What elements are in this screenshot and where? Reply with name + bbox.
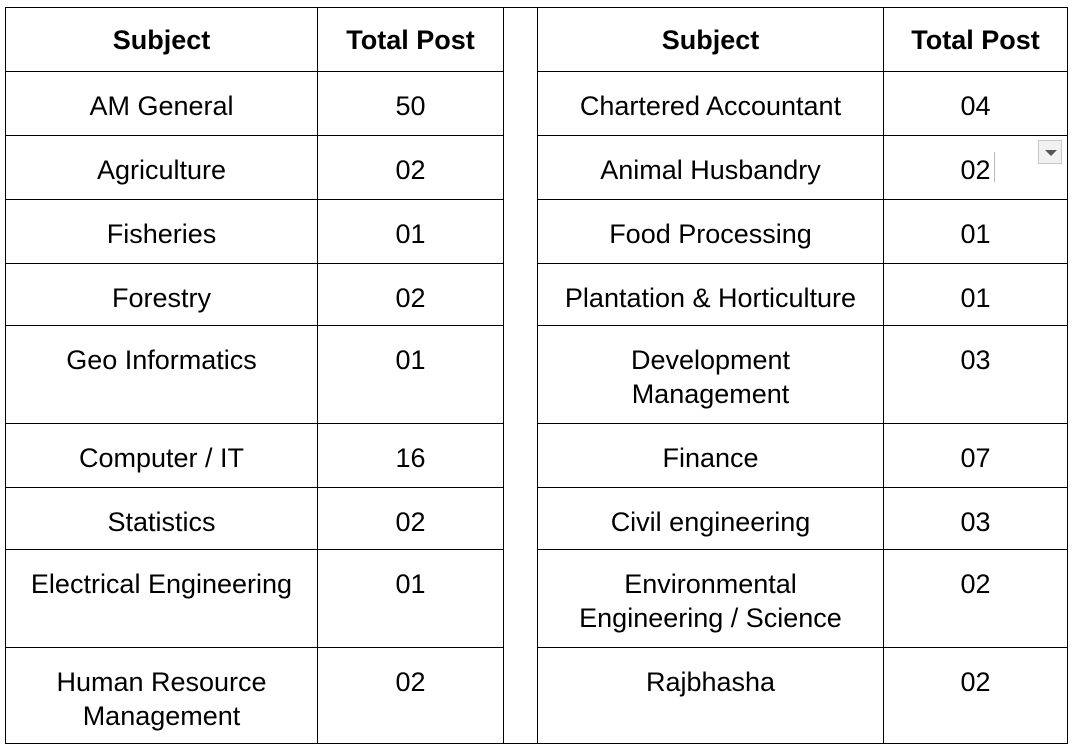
header-subject-left: Subject [5,7,318,72]
total-cell[interactable]: 01 [317,199,504,264]
post-table: Subject Total Post Subject Total Post AM… [5,7,1068,744]
subject-text: Computer / IT [78,443,245,473]
subject-text: Rajbhasha [645,667,776,697]
subject-text: Animal Husbandry [600,155,821,185]
total-text: 16 [395,443,426,473]
subject-cell[interactable]: Computer / IT [5,423,318,488]
total-cell[interactable]: 02 [317,647,504,744]
table-row: Fisheries 01 Food Processing 01 [5,199,1068,264]
subject-text: Civil engineering [610,507,811,537]
total-text: 02 [395,507,426,537]
subject-cell[interactable]: Plantation & Horticulture [537,263,884,326]
total-cell[interactable]: 03 [883,325,1068,424]
subject-text: Statistics [107,507,216,537]
subject-text: Development Management [630,345,791,409]
subject-cell[interactable]: Finance [537,423,884,488]
subject-text: Human Resource Management [56,667,267,731]
subject-text: Chartered Accountant [579,91,842,121]
subject-text: Finance [662,443,759,473]
subject-cell[interactable]: Animal Husbandry [537,135,884,200]
total-text: 01 [960,283,991,313]
subject-cell[interactable]: Human Resource Management [5,647,318,744]
total-cell[interactable]: 50 [317,71,504,136]
subject-cell[interactable]: Rajbhasha [537,647,884,744]
total-text: 02 [960,569,991,599]
total-text: 01 [960,219,991,249]
subject-text: AM General [89,91,234,121]
chevron-down-icon[interactable] [1038,140,1062,164]
header-total-right: Total Post [883,7,1068,72]
subject-cell[interactable]: AM General [5,71,318,136]
total-cell[interactable]: 07 [883,423,1068,488]
header-row: Subject Total Post Subject Total Post [5,7,1068,744]
total-text: 07 [960,443,991,473]
header-subject-right: Subject [537,7,884,72]
subject-cell[interactable]: Electrical Engineering [5,549,318,648]
total-cell[interactable]: 01 [883,199,1068,264]
total-cell[interactable]: 02 [317,263,504,326]
subject-cell[interactable]: Environmental Engineering / Science [537,549,884,648]
table-row: Computer / IT 16 Finance 07 [5,423,1068,488]
total-text: 02 [395,155,426,185]
total-cell[interactable]: 03 [883,487,1068,550]
total-text: 02 [960,155,991,185]
table-row: Forestry 02 Plantation & Horticulture 01 [5,263,1068,326]
subject-cell[interactable]: Development Management [537,325,884,424]
subject-text: Food Processing [609,219,812,249]
table-row: Statistics 02 Civil engineering 03 [5,487,1068,550]
total-cell[interactable]: 01 [317,325,504,424]
subject-cell[interactable]: Forestry [5,263,318,326]
total-cell[interactable]: 01 [883,263,1068,326]
subject-text: Environmental Engineering / Science [579,569,842,633]
subject-cell[interactable]: Chartered Accountant [537,71,884,136]
table-row: Geo Informatics 01 Development Managemen… [5,325,1068,424]
total-cell[interactable]: 02 [883,647,1068,744]
total-text: 01 [395,569,426,599]
total-text: 02 [395,667,426,697]
subject-text: Plantation & Horticulture [564,283,857,313]
total-cell[interactable]: 01 [317,549,504,648]
total-cell[interactable]: 02 [883,549,1068,648]
subject-text: Electrical Engineering [30,569,293,599]
total-text: 03 [960,507,991,537]
total-cell[interactable]: 04 [883,71,1068,136]
subject-text: Agriculture [96,155,227,185]
table-row: Human Resource Management 02 Rajbhasha 0… [5,647,1068,744]
subject-cell[interactable]: Statistics [5,487,318,550]
total-text: 01 [395,345,426,375]
total-cell[interactable]: 02 [317,487,504,550]
text-cursor [994,152,995,182]
total-text: 50 [395,91,426,121]
total-cell[interactable]: 16 [317,423,504,488]
table-row: Electrical Engineering 01 Environmental … [5,549,1068,648]
total-text: 04 [960,91,991,121]
total-cell[interactable]: 02 [317,135,504,200]
subject-cell[interactable]: Agriculture [5,135,318,200]
header-total-left: Total Post [317,7,504,72]
subject-text: Forestry [111,283,211,313]
subject-cell[interactable]: Civil engineering [537,487,884,550]
total-text: 03 [960,345,991,375]
total-text: 01 [395,219,426,249]
column-gap [503,7,538,744]
subject-cell[interactable]: Food Processing [537,199,884,264]
total-text: 02 [395,283,426,313]
subject-text: Geo Informatics [66,345,257,375]
total-text: 02 [960,667,991,697]
subject-cell[interactable]: Geo Informatics [5,325,318,424]
subject-cell[interactable]: Fisheries [5,199,318,264]
subject-text: Fisheries [106,219,217,249]
